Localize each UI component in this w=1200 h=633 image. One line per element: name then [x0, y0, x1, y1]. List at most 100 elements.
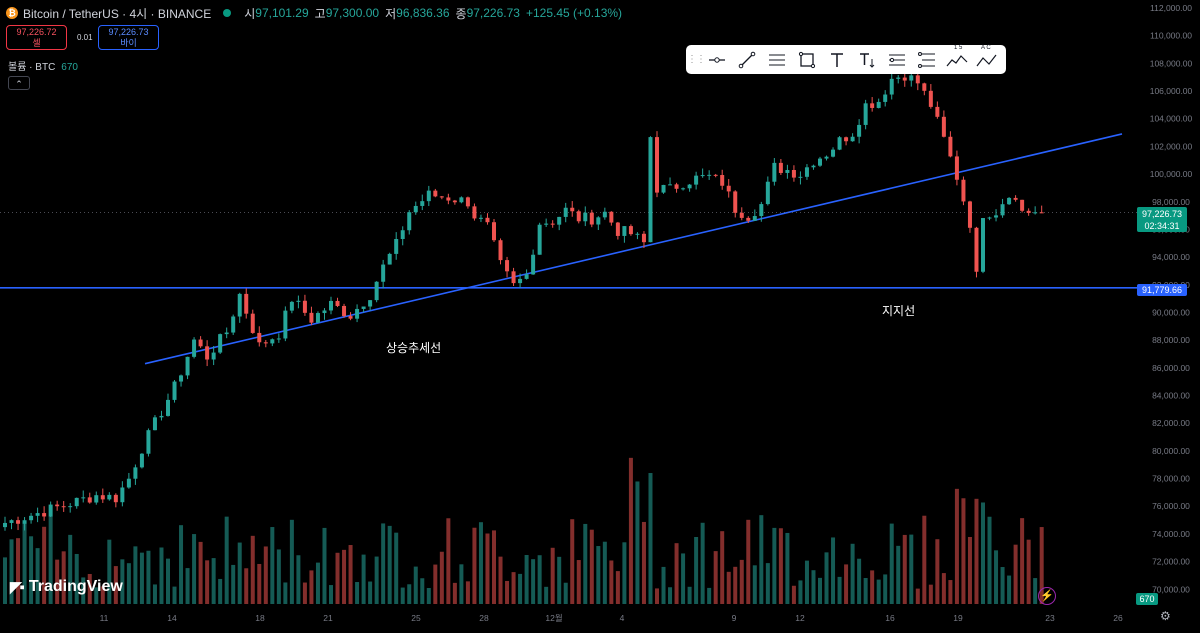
candle-body: [465, 197, 470, 207]
volume-bar: [322, 527, 327, 604]
candle-body: [159, 415, 164, 418]
volume-bar: [270, 527, 275, 604]
candle-body: [694, 175, 699, 185]
candle-body: [492, 222, 496, 241]
candle-body: [35, 513, 40, 516]
volume-bar: [804, 560, 809, 604]
candle-body: [850, 136, 855, 142]
volume-bar: [707, 587, 712, 604]
tradingview-logo[interactable]: ◤▪ TradingView: [10, 578, 123, 596]
change-value: +125.45 (+0.13%): [525, 6, 623, 20]
price-label-icon[interactable]: [852, 48, 882, 72]
buy-button[interactable]: 97,226.73 바이: [98, 25, 159, 50]
fib-icon[interactable]: [912, 48, 942, 72]
candle-body: [107, 494, 112, 500]
trendline-icon[interactable]: [732, 48, 762, 72]
close-label: 종: [455, 6, 467, 21]
candle-body: [420, 201, 425, 206]
volume-bar: [224, 516, 229, 604]
regression-icon[interactable]: [882, 48, 912, 72]
time-tick-label: 9: [732, 613, 737, 623]
candle-body: [981, 218, 985, 272]
price-tick-label: 104,000.00: [1150, 114, 1193, 124]
candle-body: [641, 233, 646, 243]
candle-body: [485, 217, 490, 223]
candle-body: [276, 338, 281, 340]
candle-body: [505, 260, 510, 272]
price-tick-label: 112,000.00: [1150, 3, 1192, 13]
time-tick-label: 16: [885, 613, 895, 623]
sell-label: 셀: [32, 38, 41, 48]
candle-body: [759, 204, 764, 217]
candle-body: [452, 200, 457, 203]
candle-body: [211, 352, 216, 360]
candle-body: [668, 184, 673, 186]
candle-body: [713, 174, 718, 176]
candle-body: [1013, 197, 1018, 200]
candle-body: [954, 156, 959, 180]
volume-bar: [218, 578, 223, 604]
settings-gear-icon[interactable]: ⚙: [1160, 609, 1171, 623]
wave-12345-icon[interactable]: 1 5: [942, 45, 972, 72]
time-tick-label: 12월: [545, 613, 562, 623]
candle-body: [811, 165, 816, 168]
high-value: 97,300.00: [325, 6, 380, 20]
volume-bar: [661, 566, 666, 604]
candle-body: [524, 274, 529, 279]
candle-body: [635, 233, 640, 235]
volume-bar: [459, 564, 464, 604]
volume-bar: [289, 519, 294, 604]
candle-body: [146, 430, 151, 454]
volume-bar: [107, 539, 112, 604]
volume-bar: [439, 551, 444, 604]
volume-bar: [850, 543, 855, 604]
candle-body: [94, 495, 99, 503]
symbol-title[interactable]: Bitcoin / TetherUS · 4시 · BINANCE: [23, 6, 212, 21]
candle-body: [928, 90, 933, 107]
drawing-toolbar: ⋮⋮ 1 5 A C: [686, 45, 1006, 74]
collapse-legend-button[interactable]: ⌃: [8, 76, 30, 90]
volume-legend[interactable]: 볼륨 · BTC 670: [8, 58, 78, 73]
volume-bar: [733, 566, 738, 604]
candle-body: [804, 167, 809, 177]
price-tick-label: 78,000.00: [1152, 474, 1190, 484]
volume-bar: [511, 572, 516, 604]
candle-body: [61, 506, 66, 508]
candle-body: [120, 487, 125, 503]
candle-body: [374, 281, 379, 301]
time-tick-label: 11: [100, 613, 109, 623]
uptrend-line: [144, 133, 1123, 365]
candle-body: [100, 495, 105, 500]
candle-body: [283, 310, 288, 339]
candle-body: [263, 342, 268, 344]
volume-bar: [35, 548, 40, 604]
parallel-channel-icon[interactable]: [762, 48, 792, 72]
candle-body: [446, 197, 451, 201]
time-tick-label: 4: [620, 613, 625, 623]
horizontal-ray-icon[interactable]: [702, 48, 732, 72]
text-icon[interactable]: [822, 48, 852, 72]
candle-body: [42, 513, 47, 517]
buy-label: 바이: [120, 38, 137, 48]
abc-pattern-icon[interactable]: A C: [972, 45, 1002, 72]
lightning-icon[interactable]: ⚡: [1038, 587, 1056, 605]
candle-body: [563, 207, 568, 217]
volume-bar: [81, 577, 86, 604]
last-price-value: 97,226.73: [1141, 209, 1183, 219]
grip-icon[interactable]: ⋮⋮: [687, 54, 706, 65]
candle-body: [68, 506, 73, 508]
candle-body: [687, 184, 692, 189]
candle-body: [994, 215, 999, 218]
open-value: 97,101.29: [255, 6, 309, 20]
time-tick-label: 21: [323, 613, 333, 623]
rectangle-icon[interactable]: [792, 48, 822, 72]
candle-body: [902, 77, 907, 81]
volume-bar: [48, 516, 53, 604]
sell-button[interactable]: 97,226.72 셀: [6, 25, 67, 50]
candle-body: [935, 106, 940, 117]
volume-bar: [413, 566, 418, 604]
candle-body: [3, 522, 7, 528]
price-tick-label: 80,000.00: [1152, 446, 1190, 456]
